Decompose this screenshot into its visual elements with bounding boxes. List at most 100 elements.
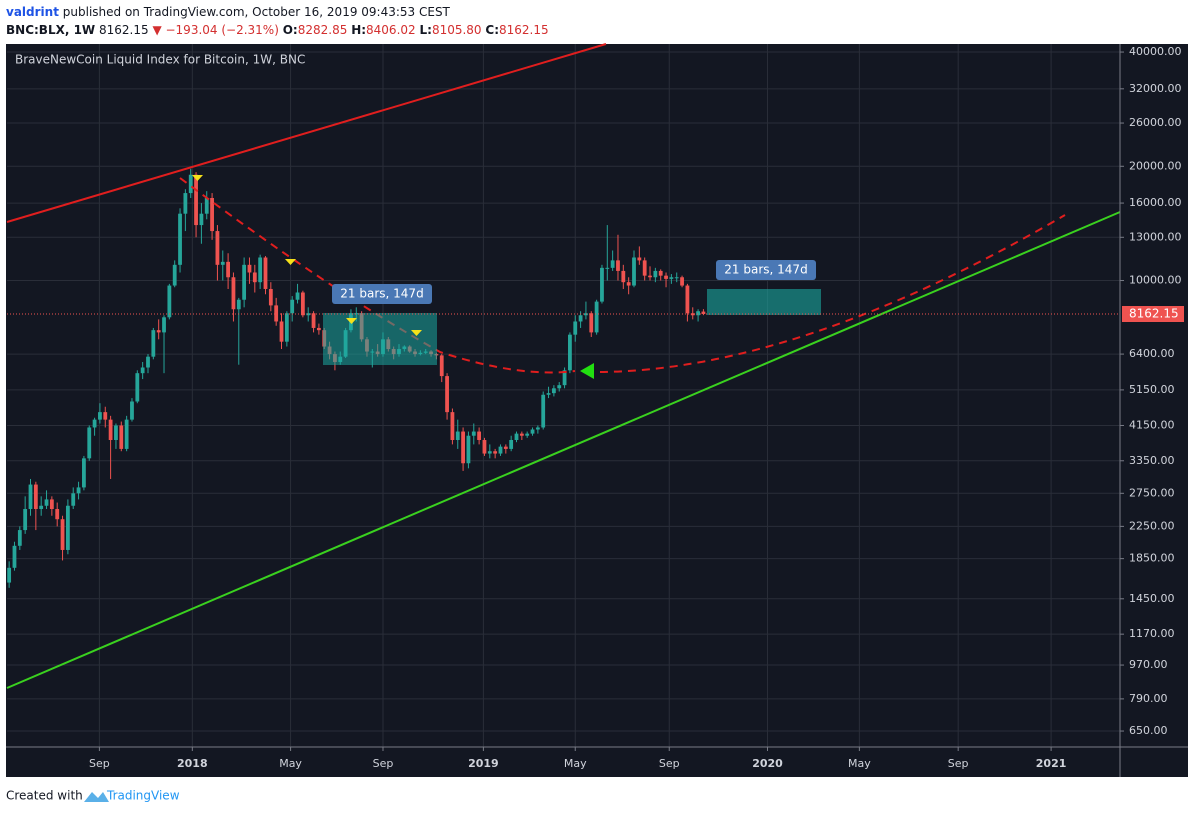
header-line-1: valdrint published on TradingView.com, O… xyxy=(6,5,451,19)
candle-body xyxy=(172,264,177,286)
candle-body xyxy=(231,277,236,310)
candle-body xyxy=(140,367,145,374)
candle-body xyxy=(220,261,225,265)
candle-body xyxy=(82,458,86,488)
candle-body xyxy=(162,317,166,333)
candle-body xyxy=(626,282,631,286)
candle-body xyxy=(76,487,81,494)
candle-body xyxy=(487,451,492,454)
ohlc-label: H: xyxy=(351,23,366,37)
last-price-box xyxy=(1122,305,1184,322)
candle-body xyxy=(680,277,684,286)
author[interactable]: valdrint xyxy=(6,5,59,19)
candle-body xyxy=(17,530,22,546)
candle-body xyxy=(530,429,535,434)
candle-body xyxy=(71,493,76,506)
y-tick-label: 3350.00 xyxy=(1129,454,1175,467)
y-tick-label: 970.00 xyxy=(1129,658,1168,671)
candle-body xyxy=(466,435,471,464)
candle-body xyxy=(7,567,12,583)
candle-body xyxy=(450,412,455,441)
candle-body xyxy=(130,401,134,420)
candle-body xyxy=(632,257,636,286)
candle-body xyxy=(12,545,17,568)
candle-body xyxy=(119,425,124,449)
candle-body xyxy=(204,197,209,214)
y-tick-label: 5150.00 xyxy=(1129,383,1175,396)
brand-logo xyxy=(84,792,109,802)
candle-body xyxy=(685,285,690,314)
candle-body xyxy=(535,427,540,430)
candle-body xyxy=(664,275,668,279)
candle-body xyxy=(226,261,231,278)
candle-body xyxy=(455,431,460,441)
candle-body xyxy=(600,267,604,302)
ohlc-value: 8162.15 xyxy=(499,23,549,37)
candle-body xyxy=(49,499,54,510)
footer-brand[interactable]: TradingView xyxy=(106,789,180,803)
candle-body xyxy=(98,412,102,420)
candle-body xyxy=(188,174,193,194)
candle-body xyxy=(87,427,92,459)
y-tick-label: 4150.00 xyxy=(1129,418,1175,431)
footer-text: Created with xyxy=(6,789,83,803)
candle-body xyxy=(199,213,204,226)
candle-body xyxy=(696,311,700,316)
candle-body xyxy=(648,275,652,278)
candle-body xyxy=(263,257,268,289)
y-tick-label: 1450.00 xyxy=(1129,592,1175,605)
x-tick-label: 2021 xyxy=(1036,757,1067,770)
candle-body xyxy=(471,431,476,436)
candle-body xyxy=(551,388,556,394)
range-box xyxy=(707,289,821,315)
candle-body xyxy=(568,334,572,371)
candle-body xyxy=(461,431,465,464)
candle-body xyxy=(642,260,647,276)
candle-body xyxy=(290,299,295,314)
candle-body xyxy=(477,431,482,441)
candle-body xyxy=(519,433,524,436)
y-tick-label: 10000.00 xyxy=(1129,274,1182,287)
candle-body xyxy=(167,285,172,318)
candle-body xyxy=(183,193,188,214)
annotation-box xyxy=(332,284,432,304)
candle-body xyxy=(146,356,150,368)
x-tick-label: Sep xyxy=(373,757,394,770)
candle-body xyxy=(236,299,241,310)
candle-body xyxy=(445,376,449,413)
candle-body xyxy=(306,313,311,316)
symbol: BNC:BLX, 1W xyxy=(6,23,95,37)
range-box xyxy=(323,313,437,365)
y-tick-label: 20000.00 xyxy=(1129,159,1182,172)
candle-body xyxy=(178,213,182,265)
y-tick-label: 26000.00 xyxy=(1129,116,1182,129)
y-tick-label: 650.00 xyxy=(1129,724,1168,737)
annotation-box xyxy=(716,260,816,280)
candle-body xyxy=(584,313,588,316)
x-tick-label: May xyxy=(279,757,302,770)
candle-body xyxy=(215,231,220,265)
x-tick-label: May xyxy=(564,757,587,770)
candle-body xyxy=(316,327,321,331)
candle-body xyxy=(44,499,49,506)
candle-body xyxy=(268,288,273,306)
candle-body xyxy=(23,509,28,531)
y-tick-label: 13000.00 xyxy=(1129,230,1182,243)
candle-body xyxy=(589,313,594,333)
candle-body xyxy=(493,451,498,454)
candle-body xyxy=(151,330,156,357)
drawings: 21 bars, 147d 21 bars, 147d xyxy=(6,43,1121,689)
candle-body xyxy=(55,509,60,520)
last-price-label: 8162.15 xyxy=(1129,306,1179,320)
x-tick-label: 2019 xyxy=(468,757,499,770)
candle-body xyxy=(33,484,38,510)
candle-body xyxy=(124,419,129,449)
candle-body xyxy=(503,446,508,449)
y-tick-label: 2750.00 xyxy=(1129,486,1175,499)
candle-body xyxy=(653,270,658,278)
candle-body xyxy=(242,264,247,300)
candle-body xyxy=(669,277,674,279)
axes: 650.00 790.00 970.00 1170.00 1450.00 1850.00 2… xyxy=(7,45,1184,770)
candle-body xyxy=(610,260,615,268)
